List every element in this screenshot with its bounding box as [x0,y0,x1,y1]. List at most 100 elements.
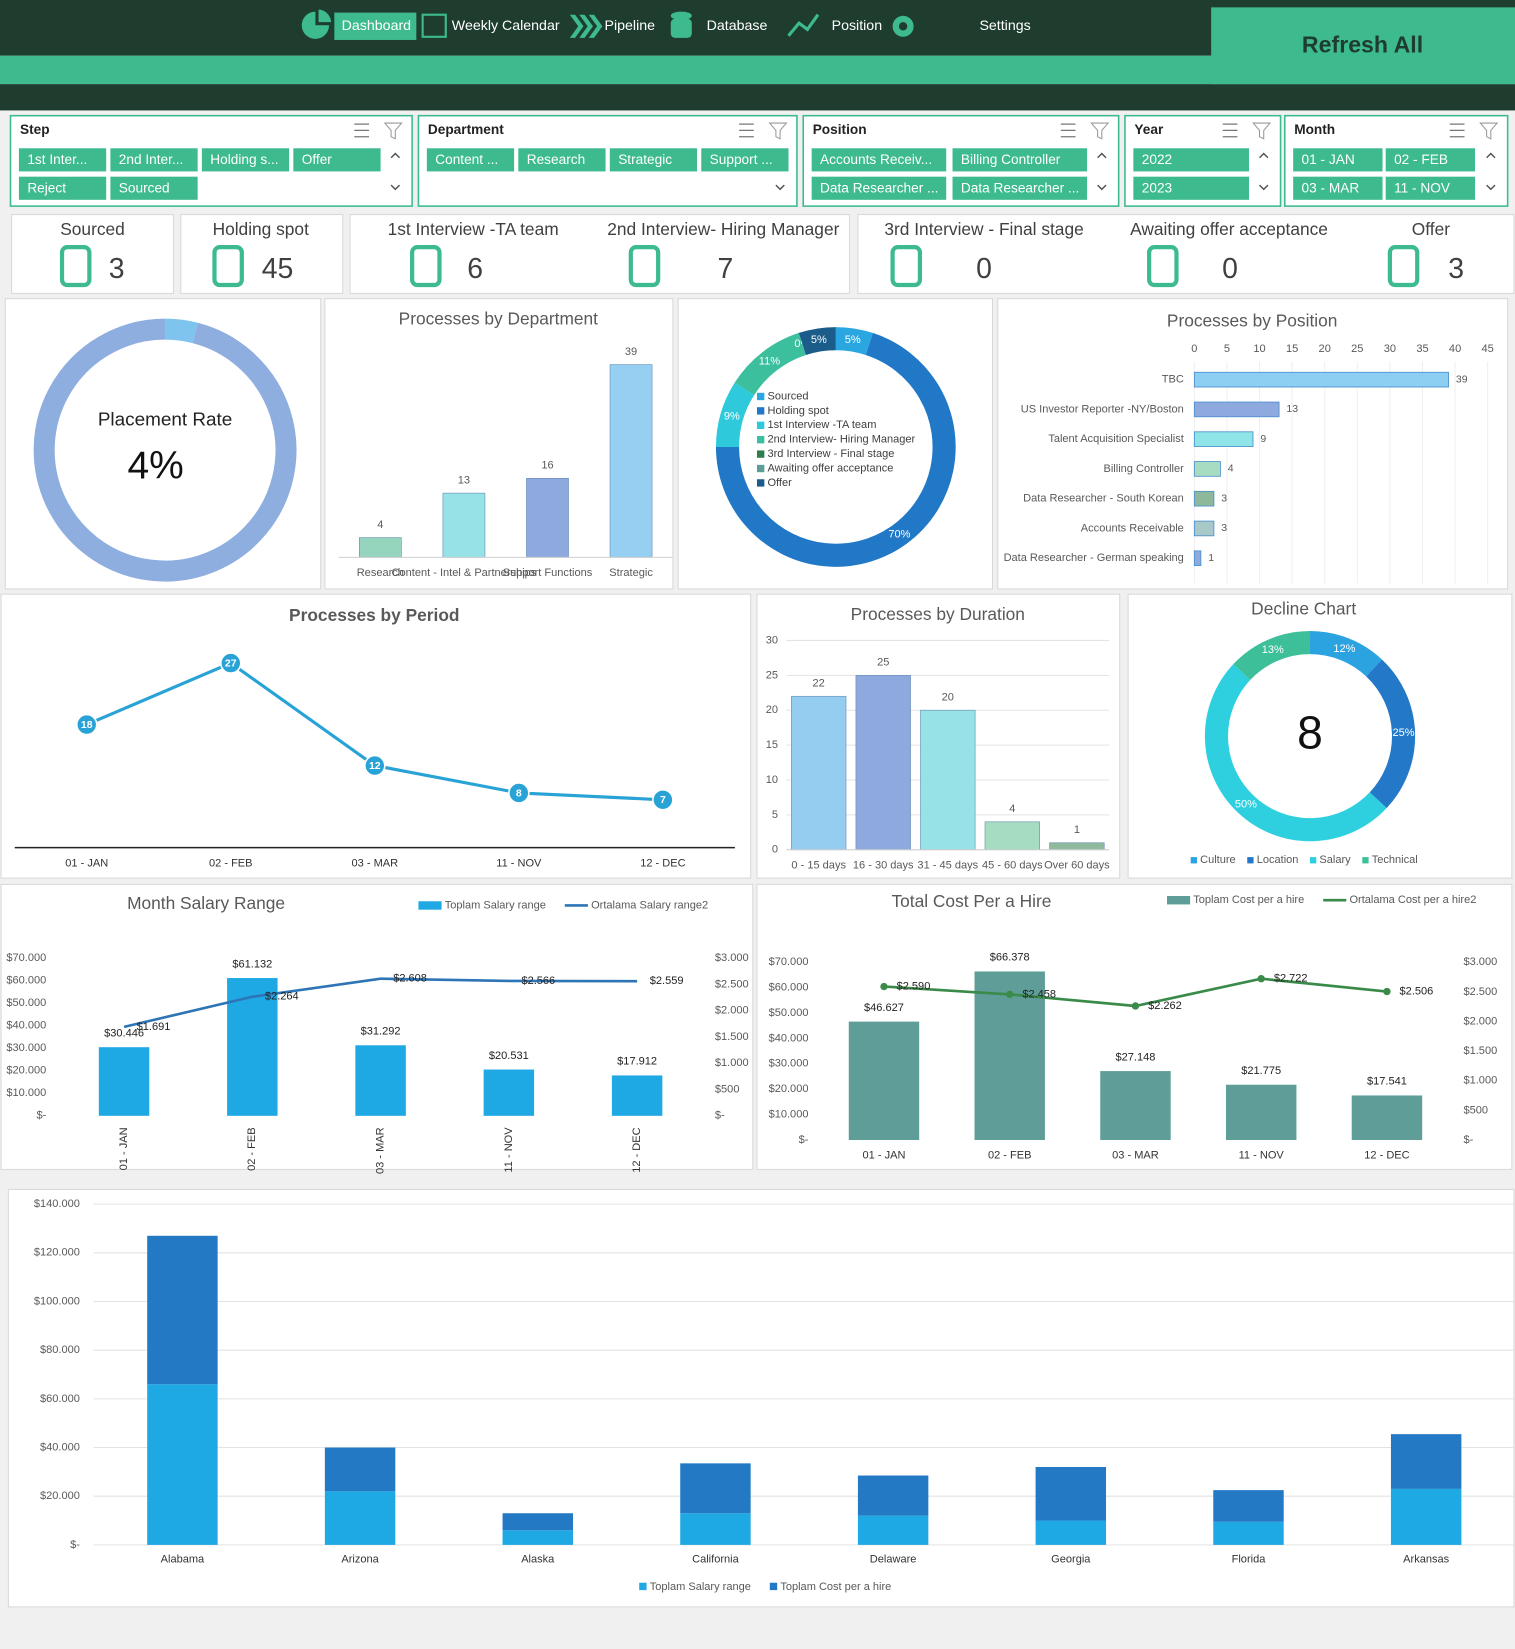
point [1131,1002,1140,1010]
slicer-item[interactable] [609,148,698,172]
slicer-item-label[interactable]: 1st Inter... [27,152,87,167]
slicer-clear-filter-icon[interactable] [1479,122,1499,140]
y-tick-label: 0 [772,844,778,856]
donut-segment [164,318,198,344]
slicer-clear-filter-icon[interactable] [383,122,403,140]
center-label: 4% [127,444,183,487]
kpi-value: 3 [1448,253,1464,285]
slicer-item[interactable] [293,148,381,172]
slicer-multiselect-icon[interactable] [354,123,370,138]
bar [442,492,486,558]
slicer-item[interactable] [1133,176,1250,200]
slicer-item[interactable] [518,148,606,172]
bar-segment [680,1513,751,1545]
slicer-multiselect-icon[interactable] [1222,123,1238,138]
nav-item[interactable]: Database [707,18,768,34]
legend-label: Location [1257,854,1299,866]
nav-item[interactable]: Weekly Calendar [452,18,560,34]
nav-item[interactable]: Settings [979,18,1030,34]
kpi-label: 1st Interview -TA team [388,219,559,239]
data-label: 16 [541,460,553,472]
slicer-item[interactable] [811,176,947,200]
slicer-scroll[interactable] [1486,152,1496,191]
donut-segment [33,318,297,582]
slicer-item[interactable] [18,176,107,200]
slicer-item[interactable] [952,148,1088,172]
x-tick-label: 40 [1449,343,1461,355]
slicer-item-label[interactable]: Reject [27,180,66,195]
slicer-item-label[interactable]: Billing Controller [961,152,1061,167]
slicer-item[interactable] [110,148,198,172]
data-label: 9% [724,411,740,423]
slicer-scroll[interactable] [390,152,401,191]
kpi-label: Sourced [60,219,125,239]
kpi-icon [410,245,442,288]
slicer-item[interactable] [1133,148,1250,172]
data-label: 50% [1235,798,1257,810]
slicer-item-label[interactable]: Research [527,152,585,167]
nav-item[interactable]: Dashboard [342,18,411,34]
y-tick-label: $1.000 [1463,1075,1497,1087]
slicer-item[interactable] [701,148,789,172]
kpi-value: 3 [109,253,125,285]
slicer-clear-filter-icon[interactable] [1090,122,1110,140]
data-label: $61.132 [232,958,272,970]
slicer-item-label[interactable]: 02 - FEB [1394,152,1448,167]
x-tick-label: 11 - NOV [496,857,542,869]
data-label: $2.590 [897,980,931,992]
slicer-multiselect-icon[interactable] [1060,123,1076,138]
panel [857,214,1515,294]
slicer-item[interactable] [1385,148,1476,172]
y-tick-label: $2.000 [1463,1015,1497,1027]
slicer-item[interactable] [18,148,107,172]
slicer-item-label[interactable]: 2nd Inter... [119,152,184,167]
slicer-item-label[interactable]: 2022 [1142,152,1172,167]
slicer-item[interactable] [952,176,1088,200]
slicer-clear-filter-icon[interactable] [1252,122,1272,140]
slicer-item[interactable] [110,176,198,200]
nav-item[interactable]: Position [832,18,882,34]
bar [1100,1071,1171,1140]
y-tick-label: US Investor Reporter -NY/Boston [1021,403,1184,415]
y-tick-label: $60.000 [769,982,809,994]
data-label: 12 [369,760,381,772]
slicer-item-label[interactable]: Support ... [710,152,773,167]
legend-label: Culture [1200,854,1236,866]
slicer-item-label[interactable]: Sourced [119,180,170,195]
slicer-clear-filter-icon[interactable] [768,122,788,140]
slicer-item-label[interactable]: Holding s... [210,152,278,167]
data-label: $21.775 [1241,1065,1281,1077]
slicer-scroll[interactable] [1097,152,1107,191]
slicer-item-label[interactable]: Content ... [435,152,498,167]
slicer-item-label[interactable]: Data Researcher ... [820,180,938,195]
y-tick-label: Data Researcher - German speaking [1004,552,1184,564]
slicer-item-label[interactable]: 11 - NOV [1394,180,1451,195]
slicer-item-label[interactable]: 2023 [1142,180,1172,195]
slicer-multiselect-icon[interactable] [739,123,754,138]
slicer-item[interactable] [201,148,290,172]
slicer-multiselect-icon[interactable] [1449,123,1465,138]
slicer-item[interactable] [1293,148,1383,172]
x-tick-label: 20 [1319,343,1331,355]
slicer-item[interactable] [1385,176,1476,200]
slicer-item-label[interactable]: 03 - MAR [1302,180,1360,195]
slicer-item[interactable] [811,148,947,172]
x-tick-label: 12 - DEC [640,857,685,869]
nav-item[interactable]: Pipeline [605,18,656,34]
legend-label: 3rd Interview - Final stage [767,448,894,460]
bar [355,1045,406,1116]
slicer-item-label[interactable]: Accounts Receiv... [820,152,932,167]
refresh-button[interactable] [1211,7,1515,85]
slicer-item[interactable] [1293,176,1383,200]
slicer-scroll[interactable] [1259,152,1269,191]
slicer-item-label[interactable]: Data Researcher ... [961,180,1079,195]
legend-swatch [1167,896,1191,905]
slicer-item-label[interactable]: Strategic [618,152,672,167]
slicer-item[interactable] [426,148,515,172]
legend-label: 1st Interview -TA team [767,419,876,431]
slicer-item-label[interactable]: Offer [302,152,333,167]
center-label: 8 [1297,706,1323,758]
data-label: $46.627 [864,1002,904,1014]
slicer-item-label[interactable]: 01 - JAN [1302,152,1355,167]
refresh-label[interactable]: Refresh All [1302,31,1423,57]
